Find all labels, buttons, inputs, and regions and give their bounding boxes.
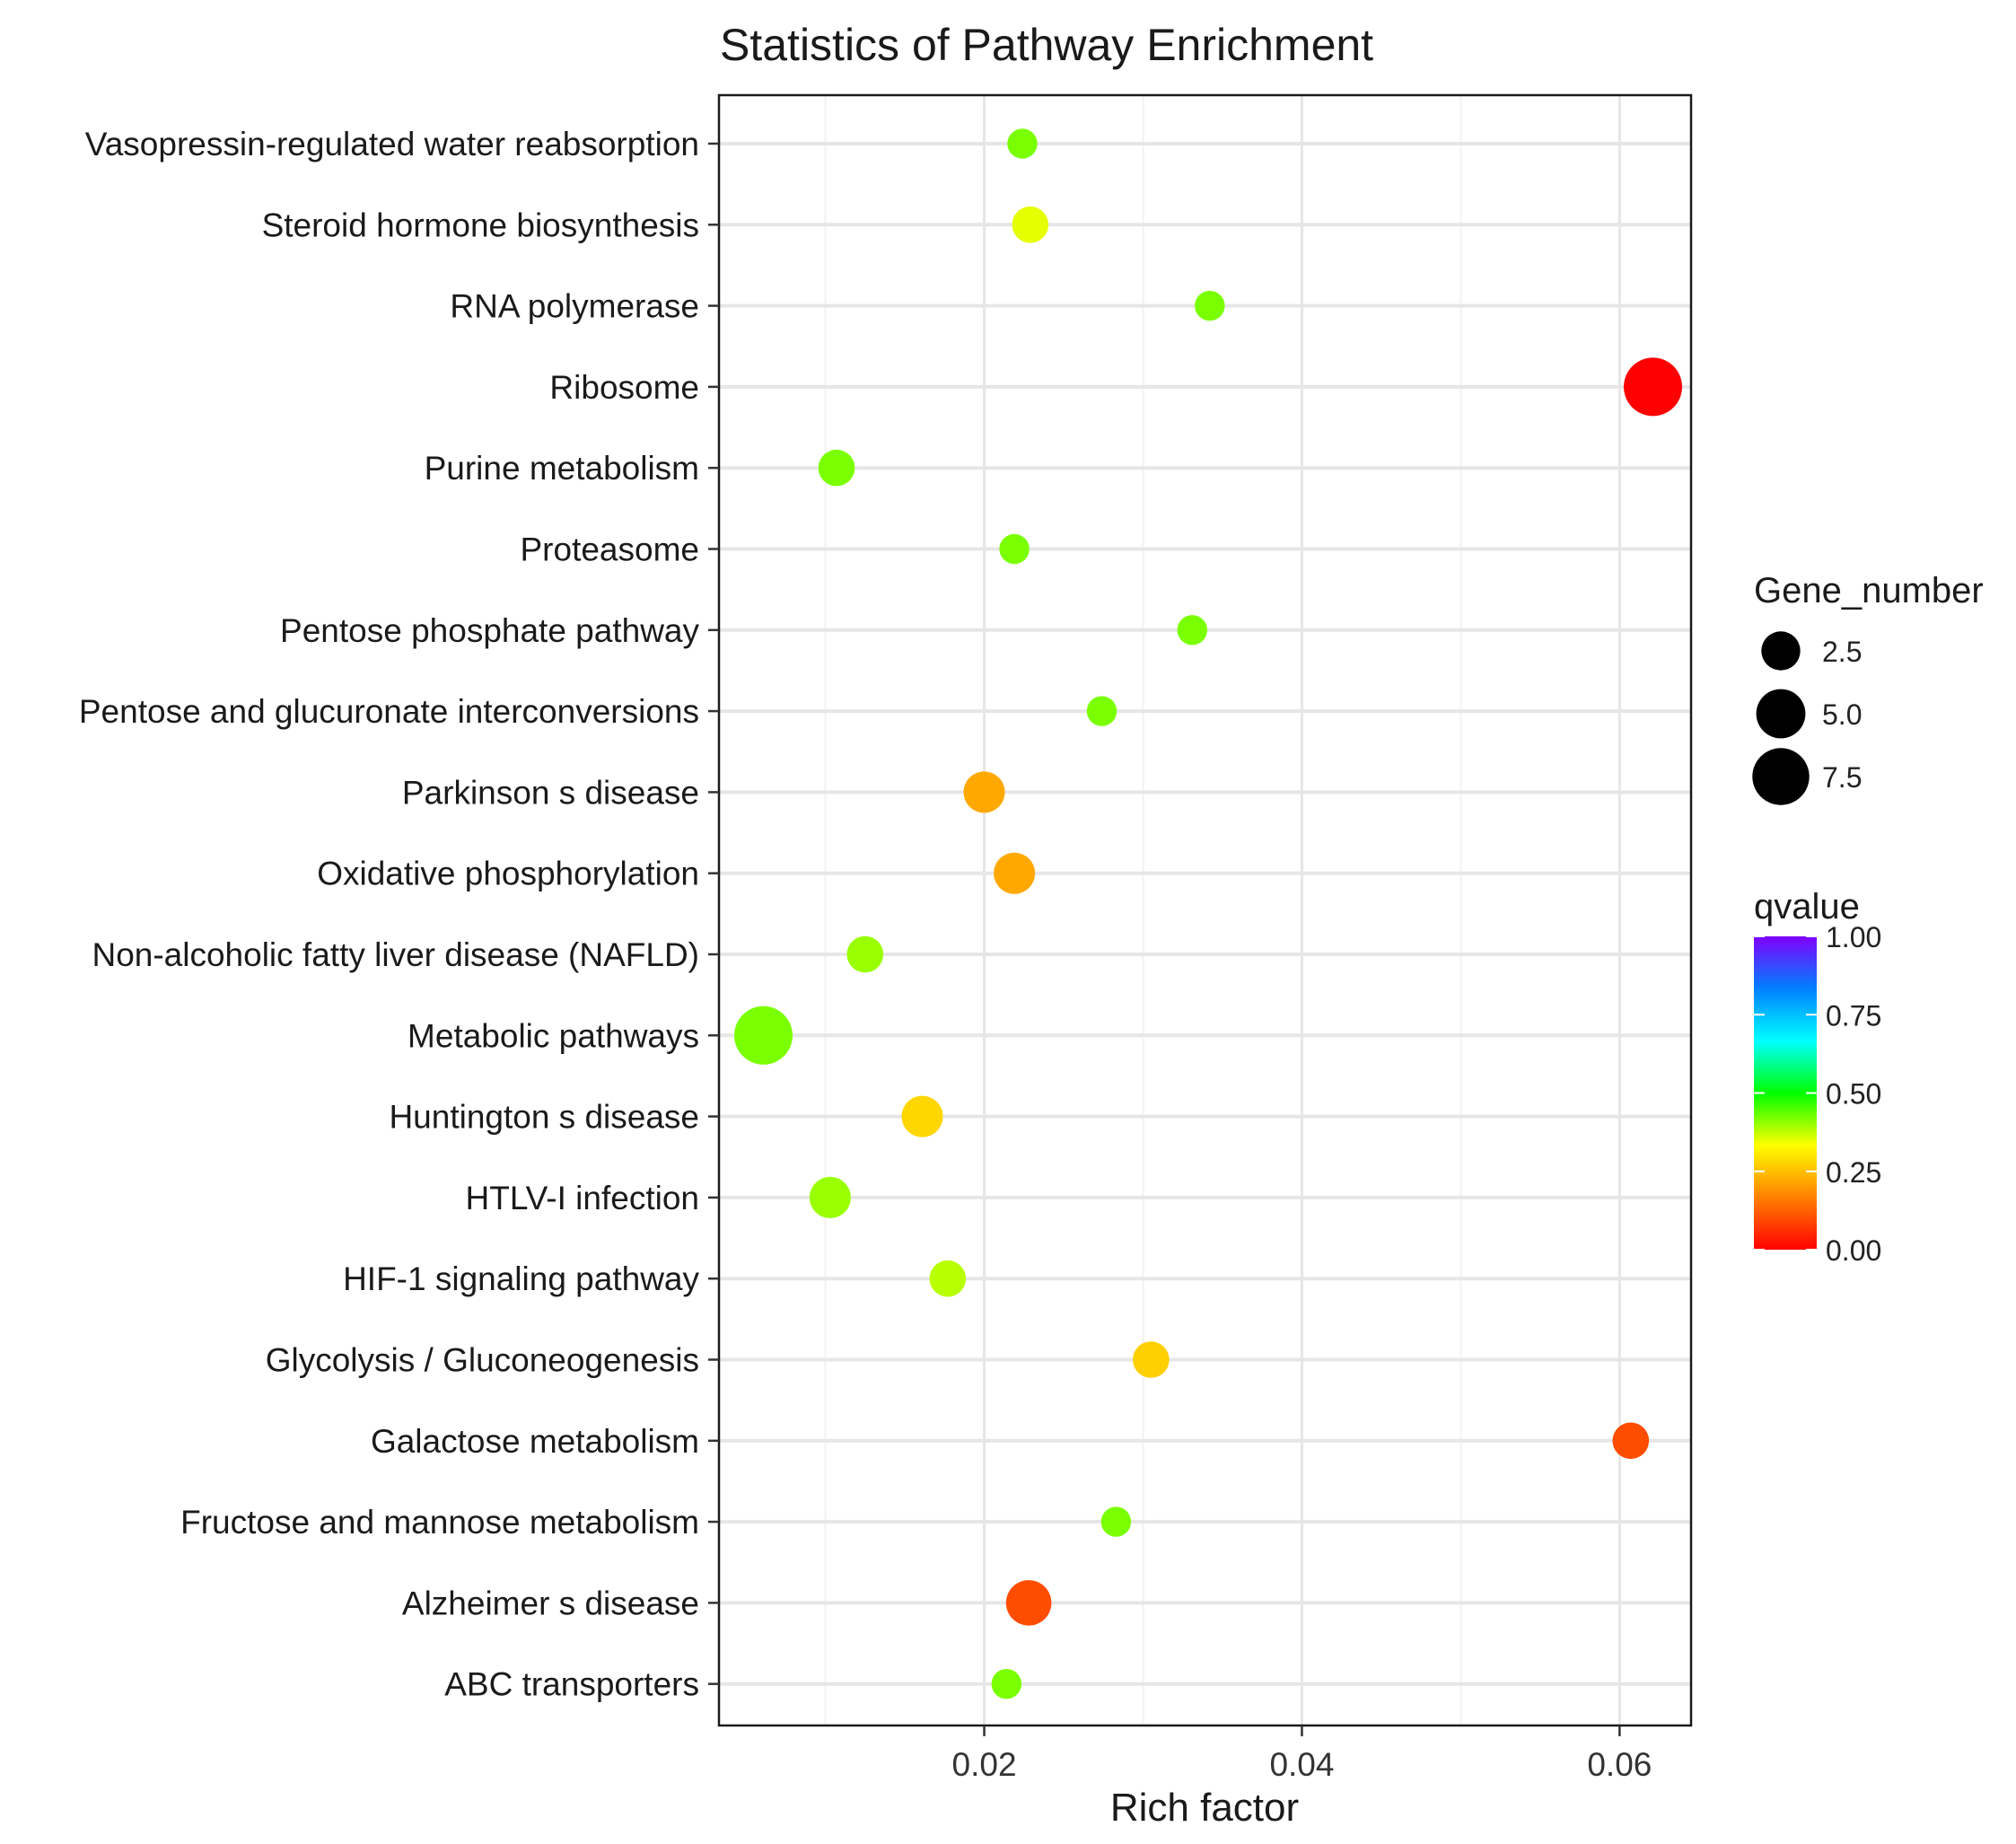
y-axis: Vasopressin-regulated water reabsorption…: [79, 126, 719, 1703]
data-point: [734, 1005, 793, 1065]
size-legend-title: Gene_number: [1754, 571, 1984, 610]
data-point: [929, 1260, 967, 1297]
color-legend: qvalue 0.00 0.25 0.50 0.75 1.00: [1754, 887, 1881, 1267]
data-point: [901, 1095, 943, 1137]
chart-title: Statistics of Pathway Enrichment: [720, 20, 1373, 70]
data-point: [1086, 696, 1118, 726]
x-axis-label: Rich factor: [1110, 1786, 1299, 1830]
size-legend: Gene_number 2.5 5.0 7.5: [1752, 571, 1984, 805]
size-legend-label: 2.5: [1822, 636, 1862, 668]
data-point: [994, 852, 1036, 894]
x-tick-label: 0.02: [952, 1746, 1017, 1783]
data-point: [991, 1669, 1022, 1699]
colorbar-tick-label: 0.00: [1826, 1234, 1881, 1267]
y-tick-label: ABC transporters: [444, 1666, 699, 1703]
plot-panel: [717, 93, 1693, 1727]
data-point: [846, 935, 884, 973]
y-tick-label: Galactose metabolism: [371, 1423, 699, 1460]
data-point: [1007, 128, 1038, 159]
data-point: [1005, 1580, 1052, 1626]
data-point: [1624, 357, 1682, 417]
y-tick-label: Proteasome: [521, 531, 700, 568]
y-tick-label: Vasopressin-regulated water reabsorption: [85, 126, 699, 162]
y-tick-label: Alzheimer s disease: [402, 1585, 699, 1621]
y-tick-label: Steroid hormone biosynthesis: [262, 206, 699, 243]
x-tick-label: 0.04: [1269, 1746, 1334, 1783]
y-tick-label: Fructose and mannose metabolism: [180, 1504, 699, 1541]
colorbar-tick-label: 0.75: [1826, 999, 1881, 1032]
colorbar-tick-label: 0.50: [1826, 1078, 1881, 1111]
size-legend-label: 5.0: [1822, 698, 1862, 731]
y-tick-label: Glycolysis / Gluconeogenesis: [266, 1342, 699, 1379]
data-point: [1195, 290, 1225, 321]
x-axis: 0.02 0.04 0.06: [952, 1725, 1652, 1783]
y-tick-label: Pentose phosphate pathway: [280, 612, 699, 649]
y-tick-label: Huntington s disease: [389, 1099, 699, 1136]
y-tick-label: HIF-1 signaling pathway: [343, 1260, 699, 1297]
data-points: [734, 128, 1682, 1699]
y-tick-label: Ribosome: [549, 369, 699, 406]
color-legend-title: qvalue: [1754, 887, 1860, 926]
y-tick-label: Metabolic pathways: [408, 1017, 699, 1054]
data-point: [818, 449, 855, 487]
data-point: [1612, 1422, 1650, 1460]
size-legend-key: [1761, 631, 1801, 671]
y-tick-label: Oxidative phosphorylation: [317, 856, 699, 892]
size-legend-key: [1752, 748, 1810, 805]
size-legend-key: [1756, 689, 1806, 739]
grid: [719, 95, 1691, 1725]
y-tick-label: Non-alcoholic fatty liver disease (NAFLD…: [92, 936, 699, 973]
colorbar-tick-label: 1.00: [1826, 921, 1881, 953]
y-tick-label: Pentose and glucuronate interconversions: [79, 693, 699, 730]
y-tick-label: RNA polymerase: [450, 288, 699, 325]
data-point: [999, 533, 1030, 565]
data-point: [809, 1176, 851, 1218]
data-point: [1177, 615, 1208, 645]
y-tick-label: Parkinson s disease: [402, 774, 699, 811]
colorbar-tick-label: 0.25: [1826, 1156, 1881, 1189]
y-tick-label: HTLV-I infection: [466, 1180, 699, 1216]
x-tick-label: 0.06: [1587, 1746, 1652, 1783]
data-point: [963, 771, 1005, 813]
data-point: [1012, 206, 1049, 243]
data-point: [1133, 1341, 1170, 1378]
data-point: [1100, 1506, 1132, 1537]
y-tick-label: Purine metabolism: [425, 450, 699, 487]
size-legend-label: 7.5: [1822, 761, 1862, 794]
